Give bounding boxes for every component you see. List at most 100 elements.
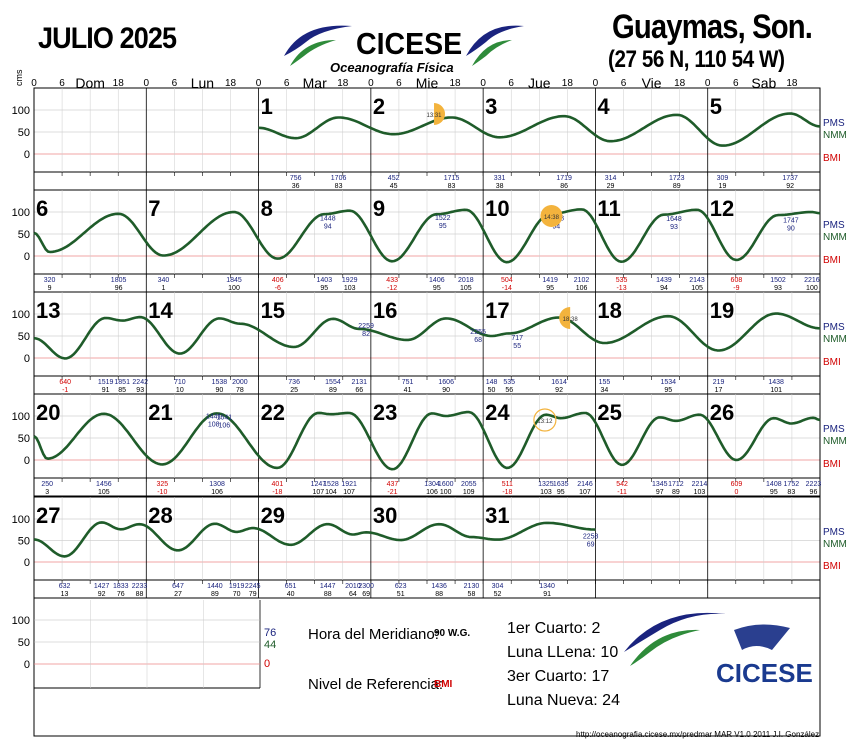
day-number: 28 [148,503,172,528]
day-number: 22 [261,400,285,425]
extreme-time-label: 1712 [668,481,684,488]
extreme-height-label: -18 [272,489,282,496]
extreme-height-label: 79 [249,591,257,598]
extreme-time-label: 1528 [323,481,339,488]
day-number: 11 [597,196,620,221]
day-number: 20 [36,400,60,425]
extreme-height-label: 95 [770,489,778,496]
extreme-height-label: 92 [786,183,794,190]
extreme-time-label: 2223 [806,481,822,488]
nmm-label: NMM [823,232,847,243]
extreme-height-label: 88 [136,591,144,598]
last-quarter-moon-icon [559,307,571,329]
hour-tick-label: 0 [480,78,486,89]
day-number: 8 [261,196,273,221]
extreme-time-label: 1600 [438,481,454,488]
extreme-height-label: -18 [502,489,512,496]
y-tick-label: 0 [24,149,30,161]
extreme-height-label: 69 [362,591,370,598]
extreme-height-label: 17 [715,387,723,394]
extreme-height-label: 83 [335,183,343,190]
extreme-time-label: 1440 [207,583,223,590]
extreme-height-label: 94 [660,285,668,292]
hour-tick-label: 0 [368,78,374,89]
nmm-label: NMM [823,539,847,550]
extreme-height-label: 86 [560,183,568,190]
day-number: 15 [261,298,285,323]
extreme-height-label: 41 [404,387,412,394]
extreme-time-label: 1441 [206,413,222,420]
extreme-time-label: 2255 [470,329,486,336]
day-number: 30 [373,503,397,528]
extreme-time-label: 2242 [132,379,148,386]
full-moon-icon [540,205,563,227]
extreme-time-label: 1325 [538,481,554,488]
logo-text: CICESE [716,658,813,688]
pms-label: PMS [823,527,845,538]
extreme-height-label: 95 [320,285,328,292]
day-number: 24 [485,400,510,425]
extreme-time-label: 1538 [212,379,228,386]
extreme-time-label: 2258 [583,533,599,540]
extreme-height-label: 91 [102,387,110,394]
extreme-time-label: 1606 [438,379,454,386]
extreme-time-label: 504 [501,277,513,284]
extreme-time-label: 1439 [656,277,672,284]
extreme-time-label: 1845 [226,277,242,284]
day-name-label: Sab [751,75,776,91]
day-name-label: Mie [416,75,439,91]
logo-swoosh-green [630,629,700,666]
extreme-time-label: 640 [59,379,71,386]
extreme-time-label: 1436 [431,583,447,590]
extreme-height-label: 13 [61,591,69,598]
hour-tick-label: 18 [113,78,125,89]
extreme-height-label: 96 [115,285,123,292]
hour-tick-label: 18 [674,78,686,89]
extreme-time-label: 1648 [666,216,682,223]
hour-tick-label: 6 [508,78,514,89]
extreme-time-label: 535 [503,379,515,386]
extreme-time-label: 1522 [435,215,451,222]
extreme-height-label: 91 [543,591,551,598]
y-tick-label: 50 [18,433,30,445]
extreme-time-label: 535 [616,277,628,284]
extreme-height-label: 106 [576,285,588,292]
extreme-time-label: 632 [59,583,71,590]
extreme-height-label: 107 [343,489,355,496]
bmi-label: BMI [823,459,841,470]
extreme-height-label: 58 [468,591,476,598]
extreme-height-label: 68 [474,337,482,344]
hour-tick-label: 6 [59,78,65,89]
extreme-height-label: 100 [806,285,818,292]
extreme-time-label: 1805 [111,277,127,284]
legend-level-value: 44 [264,639,276,651]
day-number: 21 [148,400,172,425]
extreme-time-label: 155 [599,379,611,386]
extreme-height-label: 51 [397,591,405,598]
extreme-height-label: 82 [362,331,370,338]
extreme-height-label: 106 [211,489,223,496]
extreme-time-label: 623 [395,583,407,590]
extreme-height-label: 25 [290,387,298,394]
y-tick-label: 0 [24,557,30,569]
extreme-height-label: 10 [176,387,184,394]
moon-phase-entry: 1er Cuarto: 2 [507,620,601,637]
hour-tick-label: 6 [172,78,178,89]
extreme-time-label: 437 [387,481,399,488]
extreme-time-label: 1635 [553,481,569,488]
pms-label: PMS [823,220,845,231]
extreme-height-label: 107 [579,489,591,496]
y-tick-label: 100 [12,309,30,321]
extreme-time-label: 1715 [444,175,460,182]
extreme-time-label: 2131 [351,379,367,386]
extreme-time-label: 219 [713,379,725,386]
day-number: 14 [148,298,173,323]
station-name: Guaymas, Son. [612,8,813,46]
extreme-height-label: 70 [233,591,241,598]
nmm-label: NMM [823,334,847,345]
extreme-height-label: 0 [735,489,739,496]
extreme-time-label: 2245 [245,583,261,590]
